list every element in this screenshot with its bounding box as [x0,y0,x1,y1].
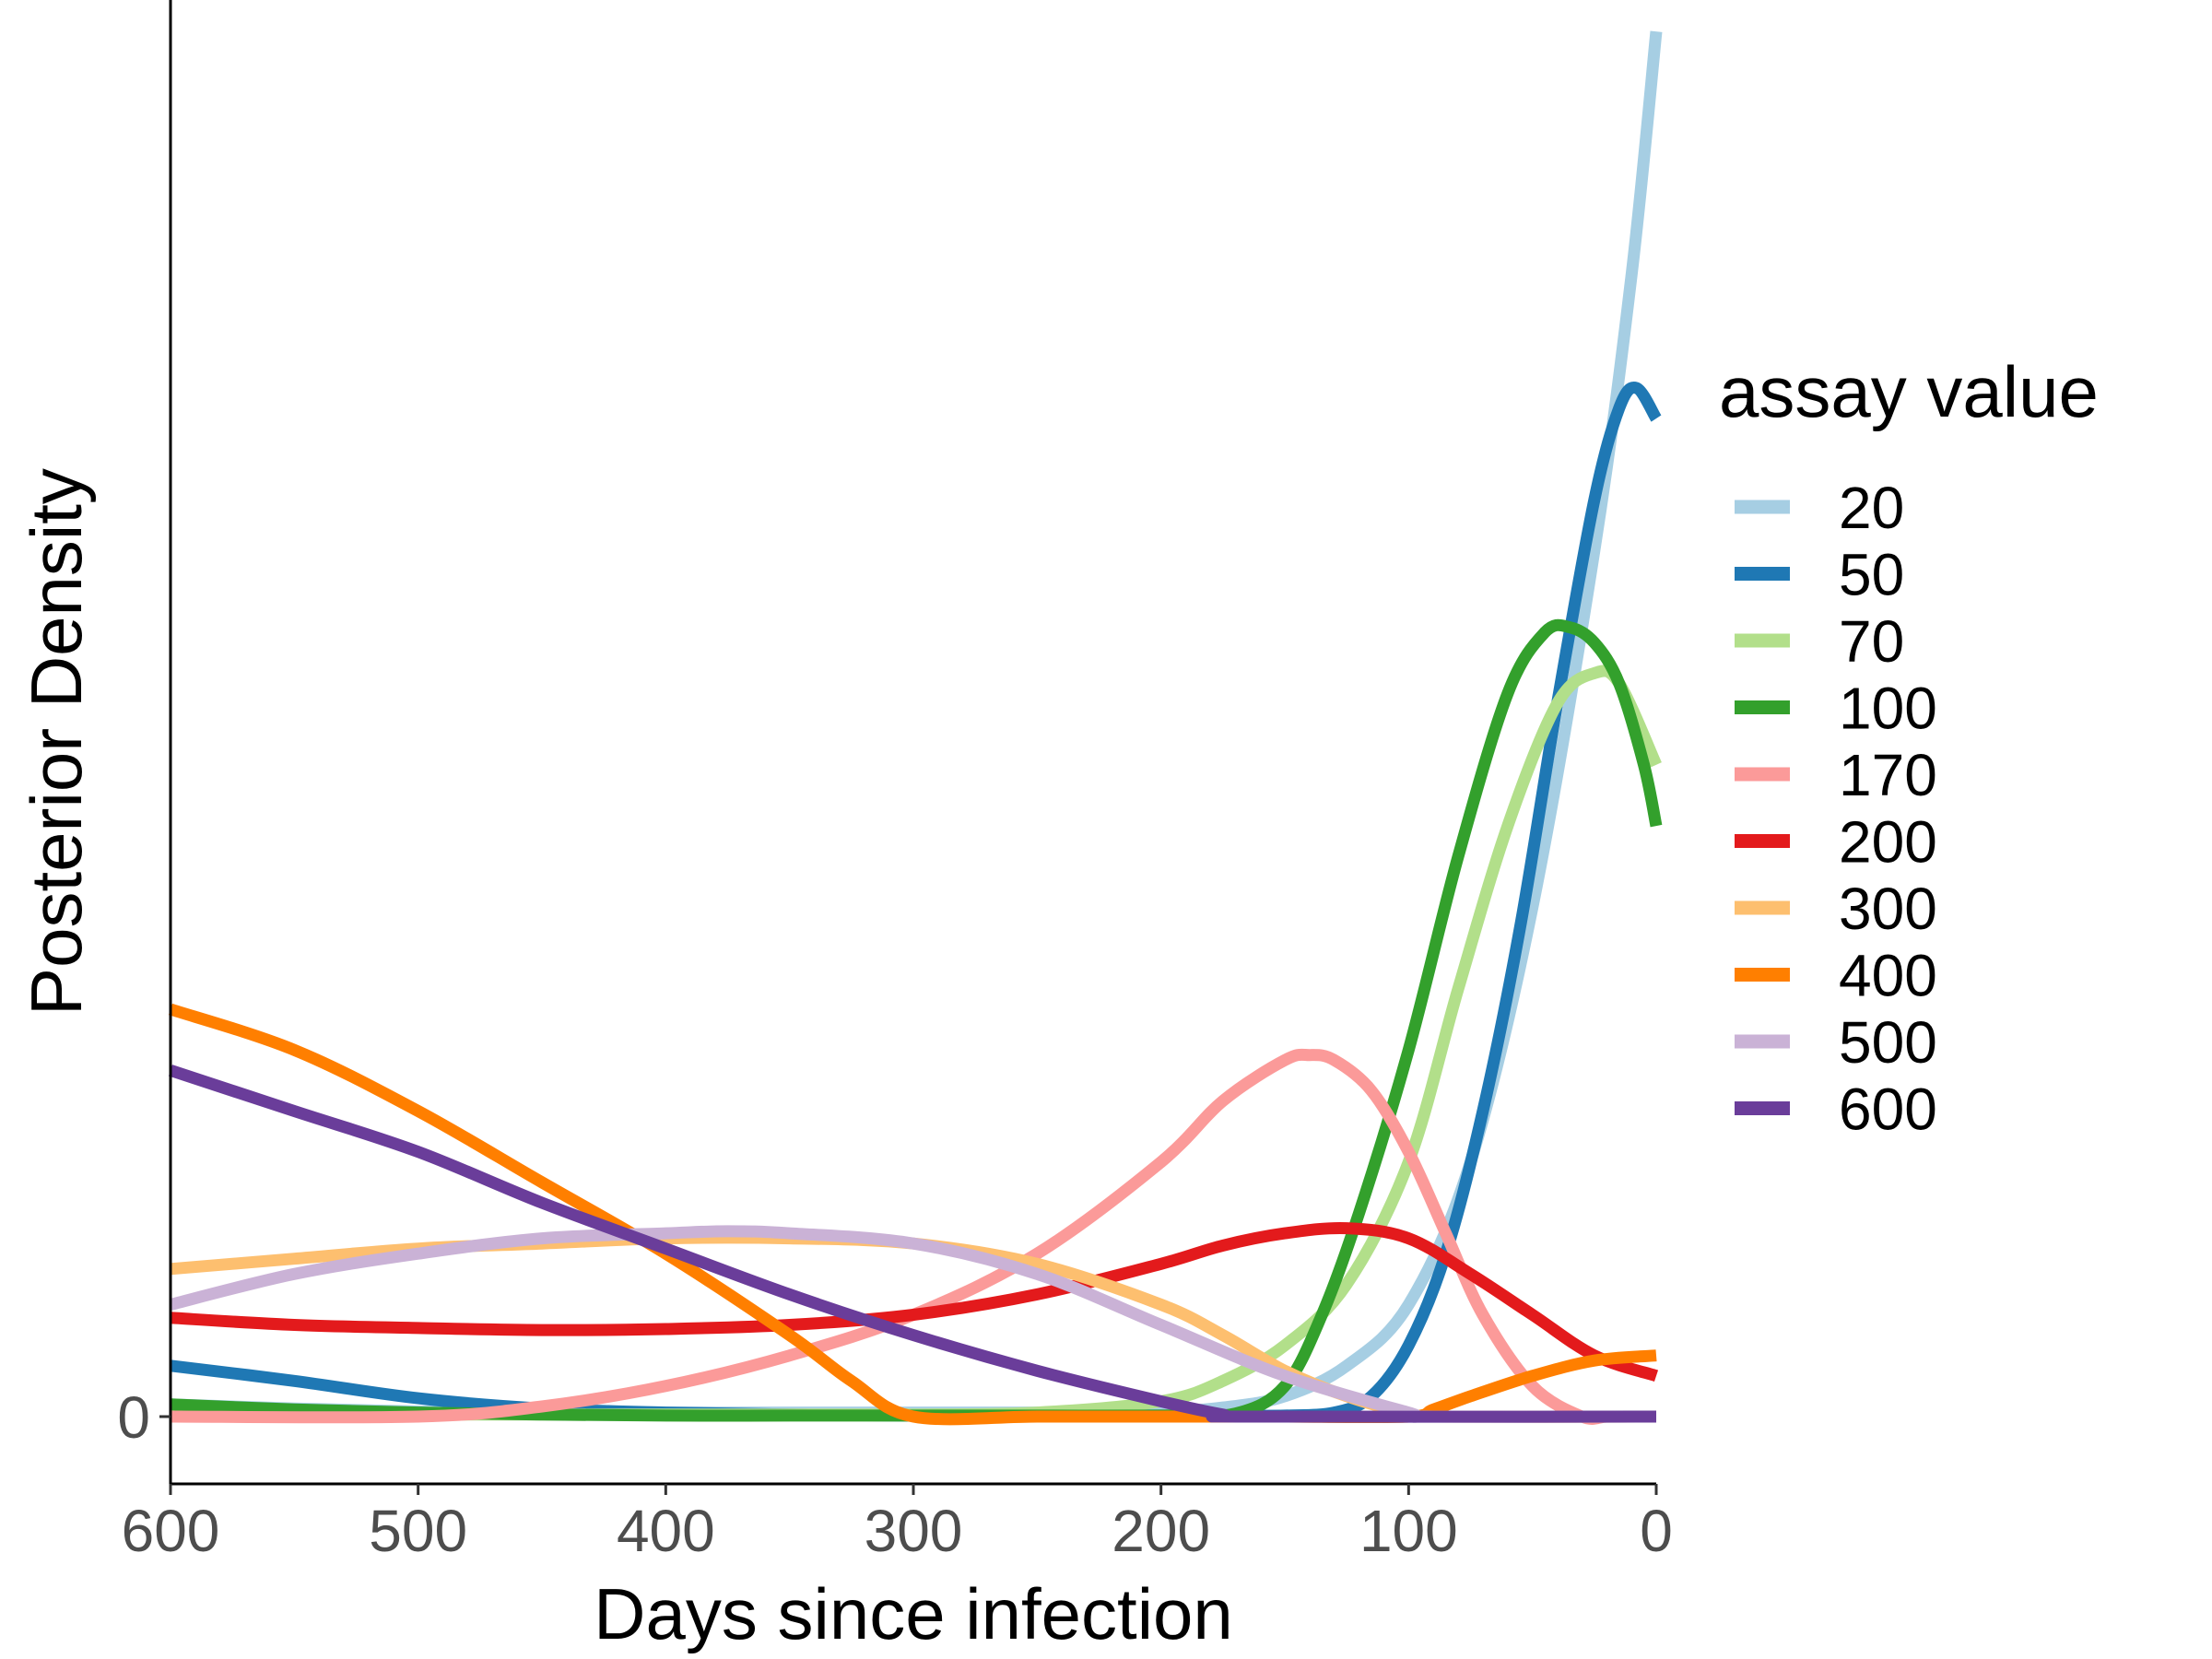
legend-label: 20 [1839,475,1904,541]
legend-item-20: 20 [1735,475,1904,541]
series-line-600 [168,1065,1657,1423]
legend-label: 70 [1839,608,1904,675]
legend-item-600: 600 [1735,1077,1937,1143]
legend-label: 500 [1839,1009,1937,1076]
plot-lines [168,30,1663,1426]
legend-item-50: 50 [1735,542,1904,608]
x-axis-title: Days since infection [594,1573,1233,1654]
x-tick-label: 500 [369,1498,467,1564]
x-tick-label: 200 [1112,1498,1210,1564]
x-tick-label: 300 [865,1498,963,1564]
legend-item-200: 200 [1735,809,1937,876]
legend-label: 400 [1839,943,1937,1009]
legend-item-400: 400 [1735,943,1937,1009]
legend-label: 200 [1839,809,1937,876]
series-line-400 [168,1003,1657,1426]
legend-item-170: 170 [1735,742,1937,808]
series-line-200 [170,1221,1659,1382]
x-tick-label: 400 [617,1498,715,1564]
legend-item-500: 500 [1735,1009,1937,1076]
x-tick-label: 600 [122,1498,220,1564]
legend-item-70: 70 [1735,608,1904,675]
legend-label: 300 [1839,876,1937,942]
legend-label: 50 [1839,542,1904,608]
x-tick-label: 100 [1359,1498,1458,1564]
y-tick-label: 0 [117,1384,150,1451]
x-axis-ticks: 600 500 400 300 200 100 0 [122,1484,1673,1564]
legend-label: 170 [1839,742,1937,808]
legend-item-100: 100 [1735,676,1937,742]
legend-item-300: 300 [1735,876,1937,942]
legend-label: 600 [1839,1077,1937,1143]
y-axis-title: Posterior Density [16,468,97,1016]
legend-title: assay value [1719,351,2099,432]
legend-label: 100 [1839,676,1937,742]
series-line-170 [170,1048,1656,1425]
y-axis-ticks: 0 [117,1384,171,1451]
x-tick-label: 0 [1640,1498,1673,1564]
